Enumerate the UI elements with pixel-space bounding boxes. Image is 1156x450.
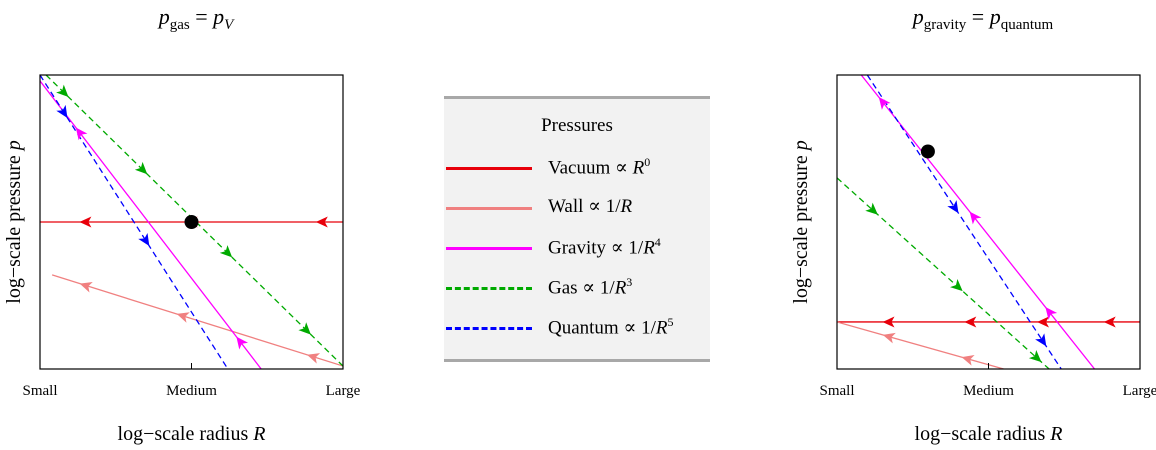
legend: Pressures Vacuum ∝ R0 Wall ∝ 1/R Gravity ∝…	[444, 96, 710, 362]
arrow-marker	[315, 216, 328, 228]
legend-item-gravity: Gravity ∝ 1/R4	[444, 233, 710, 263]
x-tick-label: Large	[326, 383, 361, 399]
arrow-marker	[79, 216, 92, 228]
arrow-marker	[298, 322, 311, 335]
equilibrium-point	[184, 215, 199, 229]
legend-item-quantum: Quantum ∝ 1/R5	[444, 313, 710, 343]
x-tick-label: Small	[819, 383, 854, 399]
legend-swatch	[446, 327, 532, 330]
legend-swatch	[446, 207, 532, 210]
arrow-marker	[1037, 316, 1049, 328]
series-line-gas	[837, 177, 1050, 369]
arrow-marker	[947, 200, 959, 214]
legend-item-vacuum: Vacuum ∝ R0	[444, 153, 710, 183]
arrow-marker	[1035, 333, 1047, 347]
arrow-marker	[79, 281, 93, 293]
arrow-marker	[882, 316, 895, 328]
x-axis-label: log−scale radius R	[118, 423, 266, 445]
arrow-marker	[236, 336, 249, 350]
arrow-marker	[56, 104, 68, 118]
plot-title: pgravity = pquantum	[911, 4, 1054, 33]
y-axis-label: log−scale pressure p	[790, 140, 812, 303]
arrow-marker	[964, 316, 977, 328]
arrow-marker	[1103, 316, 1116, 328]
arrow-marker	[219, 245, 233, 258]
arrow-marker	[56, 84, 69, 97]
plot-1: pgas = pV Small Medium Large log−scale radiu…	[3, 4, 361, 445]
arrow-marker	[138, 232, 150, 247]
plot-2: pgravity = pquantum Small Medium Large log−s…	[790, 4, 1156, 445]
y-axis-label: log−scale pressure p	[3, 140, 25, 303]
plot-frame	[836, 74, 1141, 370]
arrow-marker	[865, 202, 878, 215]
series-line-gravity	[40, 80, 262, 369]
x-tick-label: Medium	[963, 383, 1014, 399]
legend-label: Gas ∝ 1/R3	[548, 275, 633, 299]
x-tick-label: Large	[1123, 383, 1156, 399]
x-axis-label: log−scale radius R	[915, 423, 1063, 445]
series-line-gravity	[860, 75, 1096, 369]
legend-label: Gravity ∝ 1/R4	[548, 235, 661, 259]
legend-label: Wall ∝ 1/R	[548, 196, 633, 217]
arrow-marker	[1045, 306, 1058, 320]
legend-swatch	[446, 287, 532, 290]
legend-item-wall: Wall ∝ 1/R	[444, 193, 710, 223]
legend-swatch	[446, 247, 532, 250]
legend-item-gas: Gas ∝ 1/R3	[444, 273, 710, 303]
x-tick-label: Medium	[166, 383, 217, 399]
arrow-marker	[950, 278, 963, 292]
arrow-marker	[306, 353, 321, 364]
series-line-wall	[837, 321, 1004, 369]
arrow-marker	[75, 127, 88, 141]
x-tick-label: Small	[22, 383, 57, 399]
arrow-marker	[969, 211, 982, 225]
series-line-quantum	[866, 75, 1062, 369]
arrow-marker	[882, 332, 896, 344]
arrow-marker	[1028, 349, 1042, 363]
plot-title: pgas = pV	[157, 4, 235, 33]
series-line-quantum	[40, 75, 229, 369]
arrow-marker	[961, 355, 975, 366]
legend-swatch	[446, 167, 532, 170]
arrow-marker	[176, 312, 190, 323]
legend-title: Pressures	[541, 115, 613, 136]
legend-label: Vacuum ∝ R0	[548, 155, 651, 179]
legend-label: Quantum ∝ 1/R5	[548, 315, 674, 339]
arrow-marker	[134, 161, 148, 175]
arrow-marker	[878, 96, 891, 110]
equilibrium-point	[920, 144, 935, 159]
